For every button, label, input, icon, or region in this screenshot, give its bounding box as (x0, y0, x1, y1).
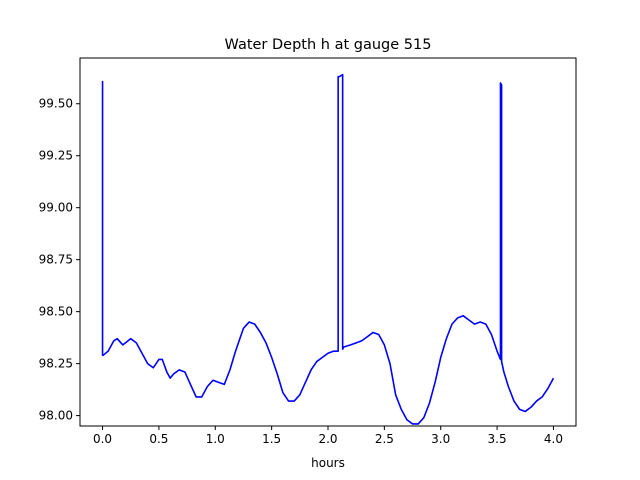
x-axis-label: hours (311, 456, 345, 470)
x-tick-label: 4.0 (544, 432, 563, 446)
x-tick-label: 1.5 (262, 432, 281, 446)
chart-title: Water Depth h at gauge 515 (225, 37, 432, 53)
x-tick-label: 0.5 (149, 432, 168, 446)
x-tick-label: 2.0 (318, 432, 337, 446)
series-line-0 (101, 73, 555, 425)
plot-area (101, 73, 555, 425)
y-tick-label: 99.50 (39, 97, 73, 111)
x-tick-label: 3.5 (488, 432, 507, 446)
y-tick-label: 98.25 (39, 357, 73, 371)
x-tick-label: 0.0 (93, 432, 112, 446)
y-tick-label: 99.25 (39, 149, 73, 163)
x-tick-label: 3.0 (431, 432, 450, 446)
y-axis: 98.00 98.25 98.50 98.75 99.00 99.25 99.50 (39, 97, 80, 423)
x-tick-label: 2.5 (375, 432, 394, 446)
y-tick-label: 98.00 (39, 409, 73, 423)
x-axis: 0.0 0.5 1.0 1.5 2.0 2.5 3.0 3.5 4.0 (93, 426, 563, 446)
y-tick-label: 98.50 (39, 305, 73, 319)
y-tick-label: 98.75 (39, 253, 73, 267)
x-tick-label: 1.0 (206, 432, 225, 446)
y-tick-label: 99.00 (39, 201, 73, 215)
